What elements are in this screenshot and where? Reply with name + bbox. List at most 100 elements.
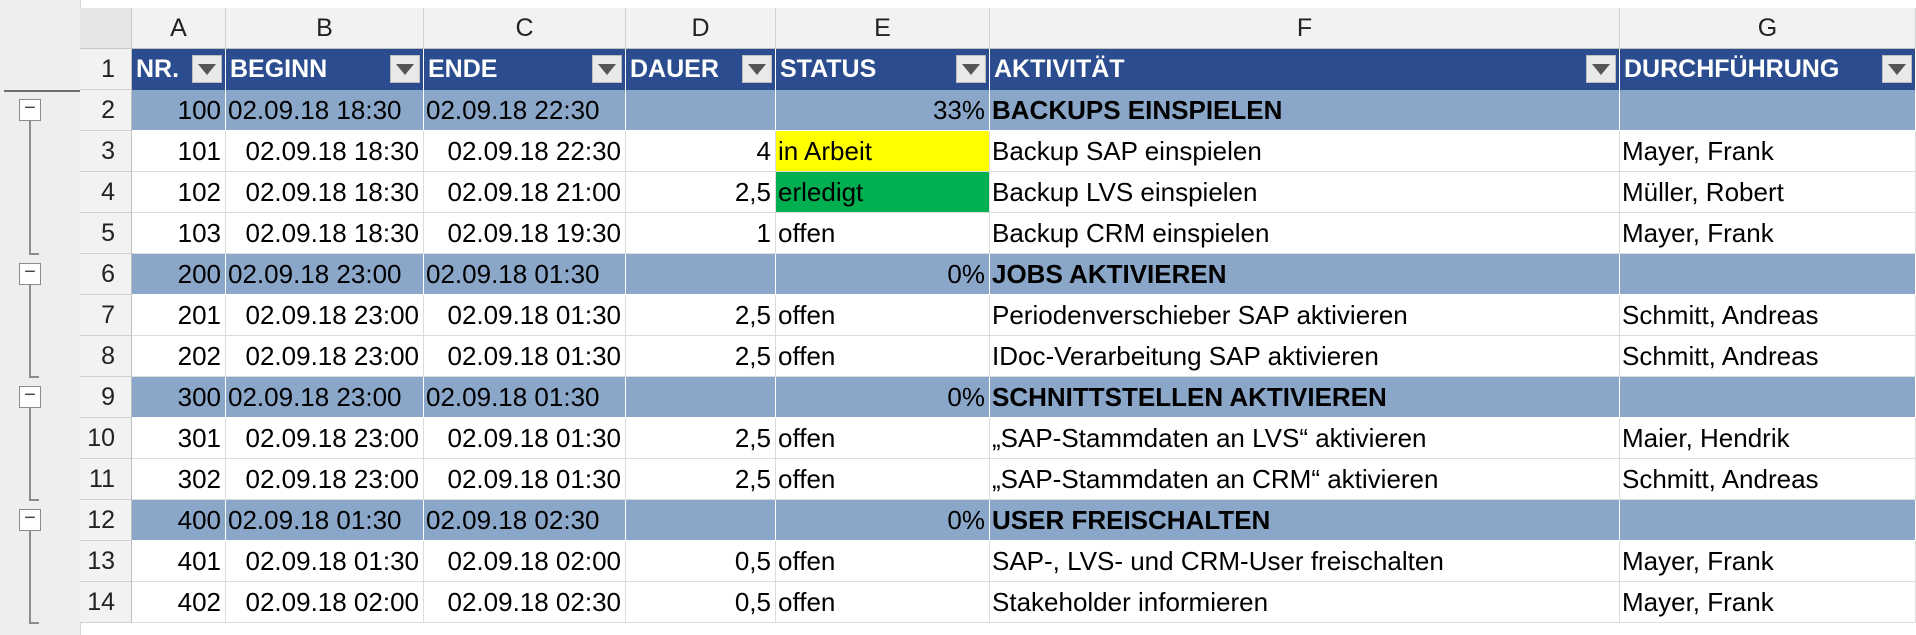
cell-dauer[interactable]: 2,5	[626, 172, 776, 213]
cell-ende[interactable]: 02.09.18 01:30	[424, 459, 626, 500]
cell-nr[interactable]: 202	[132, 336, 226, 377]
cell-dauer[interactable]: 0,5	[626, 582, 776, 623]
cell-status[interactable]: 33%	[776, 90, 990, 131]
cell-status[interactable]: 0%	[776, 377, 990, 418]
row-header-8[interactable]: 8	[80, 336, 132, 377]
cell-status[interactable]: offen	[776, 295, 990, 336]
cell-nr[interactable]: 400	[132, 500, 226, 541]
cell-nr[interactable]: 103	[132, 213, 226, 254]
column-header-b[interactable]: B	[226, 8, 424, 49]
cell-dauer[interactable]: 2,5	[626, 336, 776, 377]
header-cell-durchfuehrung[interactable]: DURCHFÜHRUNG	[1620, 49, 1916, 90]
filter-dropdown-icon[interactable]	[592, 55, 622, 83]
row-header-3[interactable]: 3	[80, 131, 132, 172]
cell-nr[interactable]: 401	[132, 541, 226, 582]
cell-durchfuehrung[interactable]	[1620, 90, 1916, 131]
cell-aktivitaet[interactable]: Backup SAP einspielen	[990, 131, 1620, 172]
cell-nr[interactable]: 200	[132, 254, 226, 295]
cell-status[interactable]: offen	[776, 213, 990, 254]
cell-ende[interactable]: 02.09.18 02:30	[424, 582, 626, 623]
cell-nr[interactable]: 100	[132, 90, 226, 131]
cell-aktivitaet[interactable]: USER FREISCHALTEN	[990, 500, 1620, 541]
cell-ende[interactable]: 02.09.18 01:30	[424, 418, 626, 459]
cell-ende[interactable]: 02.09.18 01:30	[424, 254, 626, 295]
cell-aktivitaet[interactable]: Periodenverschieber SAP aktivieren	[990, 295, 1620, 336]
header-cell-aktivitaet[interactable]: AKTIVITÄT	[990, 49, 1620, 90]
cell-aktivitaet[interactable]: JOBS AKTIVIEREN	[990, 254, 1620, 295]
cell-durchfuehrung[interactable]: Mayer, Frank	[1620, 131, 1916, 172]
cell-aktivitaet[interactable]: BACKUPS EINSPIELEN	[990, 90, 1620, 131]
cell-status[interactable]: erledigt	[776, 172, 990, 213]
cell-ende[interactable]: 02.09.18 01:30	[424, 336, 626, 377]
cell-dauer[interactable]	[626, 500, 776, 541]
cell-durchfuehrung[interactable]: Mayer, Frank	[1620, 582, 1916, 623]
header-cell-status[interactable]: STATUS	[776, 49, 990, 90]
filter-dropdown-icon[interactable]	[390, 55, 420, 83]
cell-durchfuehrung[interactable]: Schmitt, Andreas	[1620, 336, 1916, 377]
header-cell-ende[interactable]: ENDE	[424, 49, 626, 90]
cell-aktivitaet[interactable]: „SAP-Stammdaten an LVS“ aktivieren	[990, 418, 1620, 459]
cell-dauer[interactable]: 2,5	[626, 295, 776, 336]
cell-beginn[interactable]: 02.09.18 18:30	[226, 90, 424, 131]
cell-ende[interactable]: 02.09.18 21:00	[424, 172, 626, 213]
collapse-group-icon[interactable]: −	[19, 262, 41, 285]
cell-ende[interactable]: 02.09.18 22:30	[424, 131, 626, 172]
cell-ende[interactable]: 02.09.18 22:30	[424, 90, 626, 131]
cell-nr[interactable]: 402	[132, 582, 226, 623]
filter-dropdown-icon[interactable]	[1586, 55, 1616, 83]
cell-nr[interactable]: 300	[132, 377, 226, 418]
row-header-10[interactable]: 10	[80, 418, 132, 459]
row-header-7[interactable]: 7	[80, 295, 132, 336]
row-header-12[interactable]: 12	[80, 500, 132, 541]
cell-beginn[interactable]: 02.09.18 01:30	[226, 500, 424, 541]
cell-beginn[interactable]: 02.09.18 23:00	[226, 377, 424, 418]
column-header-e[interactable]: E	[776, 8, 990, 49]
cell-nr[interactable]: 101	[132, 131, 226, 172]
cell-nr[interactable]: 201	[132, 295, 226, 336]
filter-dropdown-icon[interactable]	[192, 55, 222, 83]
cell-status[interactable]: in Arbeit	[776, 131, 990, 172]
cell-beginn[interactable]: 02.09.18 23:00	[226, 336, 424, 377]
row-header-6[interactable]: 6	[80, 254, 132, 295]
filter-dropdown-icon[interactable]	[956, 55, 986, 83]
cell-durchfuehrung[interactable]: Maier, Hendrik	[1620, 418, 1916, 459]
filter-dropdown-icon[interactable]	[742, 55, 772, 83]
row-header-5[interactable]: 5	[80, 213, 132, 254]
cell-aktivitaet[interactable]: IDoc-Verarbeitung SAP aktivieren	[990, 336, 1620, 377]
header-cell-nr[interactable]: NR.	[132, 49, 226, 90]
cell-dauer[interactable]: 0,5	[626, 541, 776, 582]
cell-aktivitaet[interactable]: Stakeholder informieren	[990, 582, 1620, 623]
filter-dropdown-icon[interactable]	[1882, 55, 1912, 83]
row-header-2[interactable]: 2	[80, 90, 132, 131]
cell-aktivitaet[interactable]: Backup LVS einspielen	[990, 172, 1620, 213]
cell-durchfuehrung[interactable]: Schmitt, Andreas	[1620, 295, 1916, 336]
cell-status[interactable]: 0%	[776, 254, 990, 295]
cell-nr[interactable]: 302	[132, 459, 226, 500]
collapse-group-icon[interactable]: −	[19, 385, 41, 408]
cell-status[interactable]: offen	[776, 582, 990, 623]
cell-dauer[interactable]: 1	[626, 213, 776, 254]
cell-beginn[interactable]: 02.09.18 02:00	[226, 582, 424, 623]
cell-durchfuehrung[interactable]: Mayer, Frank	[1620, 213, 1916, 254]
cell-beginn[interactable]: 02.09.18 23:00	[226, 418, 424, 459]
cell-beginn[interactable]: 02.09.18 01:30	[226, 541, 424, 582]
column-header-c[interactable]: C	[424, 8, 626, 49]
cell-dauer[interactable]	[626, 90, 776, 131]
cell-beginn[interactable]: 02.09.18 18:30	[226, 172, 424, 213]
cell-aktivitaet[interactable]: SCHNITTSTELLEN AKTIVIEREN	[990, 377, 1620, 418]
cell-status[interactable]: 0%	[776, 500, 990, 541]
cell-nr[interactable]: 102	[132, 172, 226, 213]
row-header-4[interactable]: 4	[80, 172, 132, 213]
cell-durchfuehrung[interactable]	[1620, 500, 1916, 541]
row-header-9[interactable]: 9	[80, 377, 132, 418]
cell-dauer[interactable]: 4	[626, 131, 776, 172]
cell-nr[interactable]: 301	[132, 418, 226, 459]
cell-aktivitaet[interactable]: „SAP-Stammdaten an CRM“ aktivieren	[990, 459, 1620, 500]
row-header-14[interactable]: 14	[80, 582, 132, 623]
collapse-group-icon[interactable]: −	[19, 508, 41, 531]
cell-beginn[interactable]: 02.09.18 18:30	[226, 131, 424, 172]
cell-ende[interactable]: 02.09.18 01:30	[424, 295, 626, 336]
cell-status[interactable]: offen	[776, 459, 990, 500]
cell-durchfuehrung[interactable]: Müller, Robert	[1620, 172, 1916, 213]
cell-beginn[interactable]: 02.09.18 23:00	[226, 295, 424, 336]
